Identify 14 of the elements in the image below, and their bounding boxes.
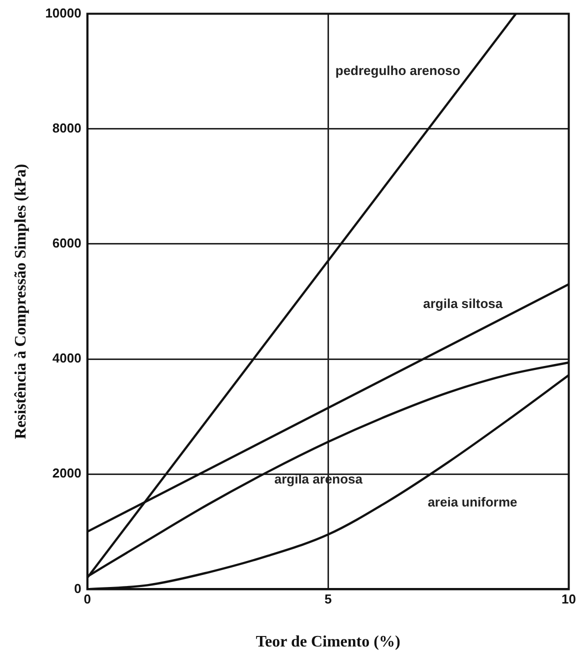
y-axis-title: Resistência à Compressão Simples (kPa) xyxy=(12,164,30,440)
x-tick-label: 5 xyxy=(324,592,332,607)
series-label: pedregulho arenoso xyxy=(335,62,460,78)
series-label: argila siltosa xyxy=(423,296,504,311)
x-tick-label: 10 xyxy=(562,592,576,607)
y-tick-label: 8000 xyxy=(52,120,82,136)
y-tick-label: 0 xyxy=(74,580,82,596)
x-axis-title: Teor de Cimento (%) xyxy=(256,634,400,651)
series-label: areia uniforme xyxy=(428,494,518,510)
x-tick-label: 0 xyxy=(84,592,91,607)
y-tick-label: 2000 xyxy=(52,466,82,481)
y-tick-label: 4000 xyxy=(52,350,82,366)
y-tick-label: 6000 xyxy=(52,236,82,251)
y-tick-label: 10000 xyxy=(45,5,82,20)
